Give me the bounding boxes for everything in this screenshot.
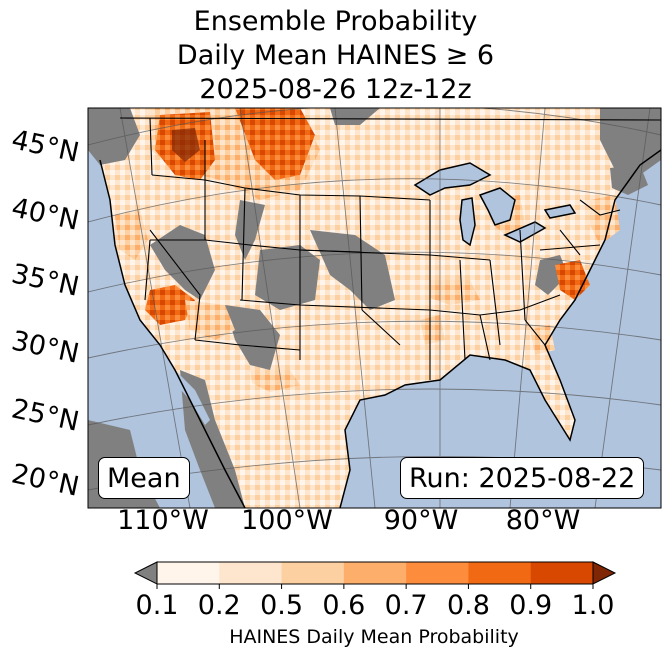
colorbar-segment bbox=[468, 562, 532, 584]
stat-box: Mean bbox=[98, 457, 190, 499]
lon-label-80: 80°W bbox=[505, 505, 581, 536]
colorbar-tick-label: 0.8 bbox=[446, 590, 490, 621]
colorbar-tick-label: 0.9 bbox=[509, 590, 553, 621]
colorbar-tick-label: 0.6 bbox=[322, 590, 366, 621]
mexico-land bbox=[140, 320, 345, 508]
lon-label-100: 100°W bbox=[241, 505, 333, 536]
colorbar-tick-label: 0.5 bbox=[260, 590, 304, 621]
colorbar-segment bbox=[219, 562, 283, 584]
lon-label-110: 110°W bbox=[117, 505, 209, 536]
title-line-1: Ensemble Probability bbox=[193, 6, 478, 37]
colorbar bbox=[133, 561, 617, 589]
colorbar-segment bbox=[281, 562, 345, 584]
colorbar-segment bbox=[343, 562, 407, 584]
colorbar-segment bbox=[406, 562, 469, 584]
state-borders bbox=[119, 117, 661, 380]
run-box: Run: 2025-08-22 bbox=[400, 457, 645, 499]
colorbar-tick-label: 0.7 bbox=[384, 590, 428, 621]
colorbar-tick-label: 1.0 bbox=[571, 590, 615, 621]
colorbar-tick-label: 0.1 bbox=[135, 590, 179, 621]
colorbar-frame bbox=[156, 561, 594, 585]
colorbar-segment bbox=[157, 562, 220, 584]
title-line-3: 2025-08-26 12z-12z bbox=[199, 74, 472, 105]
colorbar-segment bbox=[530, 562, 594, 584]
colorbar-under-triangle bbox=[133, 561, 158, 585]
great-lakes bbox=[413, 162, 577, 247]
map-frame bbox=[87, 107, 662, 509]
map-panel bbox=[88, 108, 661, 508]
colorbar-over-triangle bbox=[592, 561, 617, 585]
coastline bbox=[99, 149, 661, 508]
colorbar-tick-label: 0.2 bbox=[197, 590, 241, 621]
colorbar-label: HAINES Daily Mean Probability bbox=[229, 626, 519, 648]
probability-hotspots bbox=[115, 108, 620, 392]
title-line-2: Daily Mean HAINES ≥ 6 bbox=[176, 40, 495, 71]
lon-label-90: 90°W bbox=[383, 505, 459, 536]
